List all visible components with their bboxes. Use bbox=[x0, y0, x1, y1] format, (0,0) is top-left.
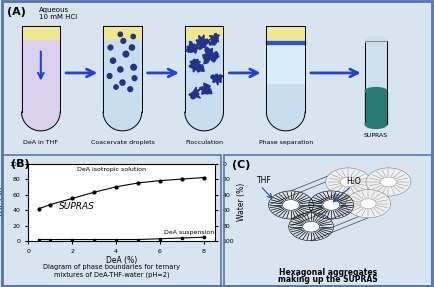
Circle shape bbox=[132, 76, 137, 81]
Polygon shape bbox=[196, 35, 210, 50]
Text: (C): (C) bbox=[232, 160, 250, 170]
Polygon shape bbox=[200, 83, 212, 94]
Circle shape bbox=[118, 67, 123, 72]
Circle shape bbox=[283, 199, 299, 210]
Text: (B): (B) bbox=[11, 159, 30, 169]
Text: Aqueous
10 mM HCl: Aqueous 10 mM HCl bbox=[39, 7, 77, 20]
Circle shape bbox=[128, 87, 132, 92]
Text: (A): (A) bbox=[7, 7, 26, 17]
Circle shape bbox=[326, 168, 371, 196]
Polygon shape bbox=[185, 26, 224, 131]
Text: Hexagonal aggregates: Hexagonal aggregates bbox=[279, 268, 377, 277]
Polygon shape bbox=[185, 26, 224, 39]
Text: SUPRAS: SUPRAS bbox=[364, 133, 388, 138]
Ellipse shape bbox=[365, 88, 387, 94]
Text: Coacervate droplets: Coacervate droplets bbox=[91, 140, 155, 145]
Text: making up the SUPRAS: making up the SUPRAS bbox=[278, 275, 378, 284]
Circle shape bbox=[340, 177, 356, 187]
Text: DeA suspension: DeA suspension bbox=[164, 230, 214, 235]
Polygon shape bbox=[211, 74, 223, 85]
Circle shape bbox=[302, 221, 320, 232]
Text: DeA isotropic solution: DeA isotropic solution bbox=[77, 166, 146, 172]
Polygon shape bbox=[186, 42, 199, 53]
Circle shape bbox=[323, 199, 340, 210]
Polygon shape bbox=[189, 59, 204, 72]
Polygon shape bbox=[209, 34, 220, 45]
Text: H₂O: H₂O bbox=[346, 177, 361, 186]
Circle shape bbox=[110, 58, 115, 63]
Polygon shape bbox=[266, 84, 305, 131]
Text: THF: THF bbox=[257, 176, 272, 185]
Polygon shape bbox=[266, 41, 305, 44]
Circle shape bbox=[131, 64, 136, 70]
Y-axis label: THF (%): THF (%) bbox=[0, 187, 6, 218]
Circle shape bbox=[346, 190, 391, 218]
Circle shape bbox=[123, 51, 129, 57]
Circle shape bbox=[120, 80, 125, 85]
Polygon shape bbox=[203, 47, 219, 64]
Circle shape bbox=[108, 45, 113, 50]
Y-axis label: Water (%): Water (%) bbox=[237, 183, 246, 222]
Polygon shape bbox=[266, 26, 305, 84]
Ellipse shape bbox=[365, 120, 387, 129]
Polygon shape bbox=[103, 26, 142, 39]
Text: SUPRAS: SUPRAS bbox=[59, 201, 95, 211]
Text: DeA in THF: DeA in THF bbox=[23, 140, 58, 145]
Ellipse shape bbox=[365, 37, 387, 45]
Circle shape bbox=[107, 73, 112, 78]
Circle shape bbox=[381, 177, 396, 187]
Circle shape bbox=[131, 34, 135, 39]
Polygon shape bbox=[365, 91, 387, 124]
Polygon shape bbox=[103, 26, 142, 131]
Circle shape bbox=[360, 199, 376, 209]
Circle shape bbox=[121, 38, 126, 43]
Polygon shape bbox=[22, 26, 60, 39]
Circle shape bbox=[366, 168, 411, 196]
Text: Flocculation: Flocculation bbox=[185, 140, 223, 145]
Text: Phase separation: Phase separation bbox=[259, 140, 313, 145]
X-axis label: DeA (%): DeA (%) bbox=[106, 257, 137, 265]
Circle shape bbox=[118, 32, 122, 36]
Polygon shape bbox=[189, 87, 201, 99]
Polygon shape bbox=[22, 26, 60, 131]
Circle shape bbox=[129, 45, 135, 50]
Polygon shape bbox=[266, 26, 305, 39]
Circle shape bbox=[114, 85, 118, 89]
Text: Diagram of phase boundaries for ternary
mixtures of DeA-THF-water (pH=2): Diagram of phase boundaries for ternary … bbox=[43, 264, 180, 278]
Polygon shape bbox=[365, 41, 387, 91]
